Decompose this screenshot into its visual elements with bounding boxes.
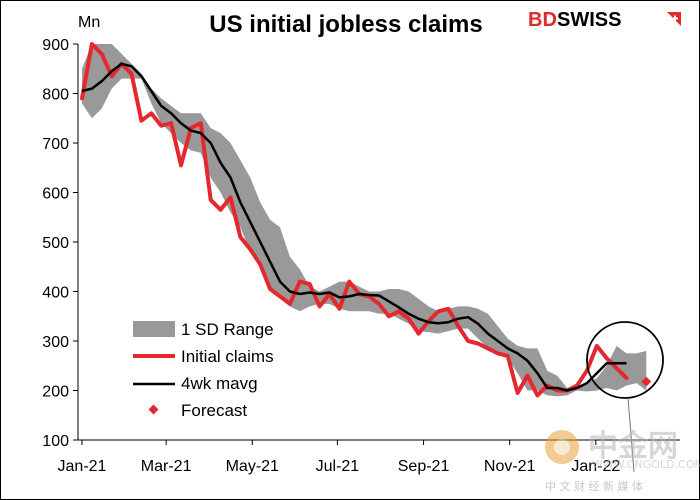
swiss-cross-mark — [672, 15, 678, 22]
y-tick-label: 600 — [42, 186, 69, 203]
y-tick-label: 700 — [42, 136, 69, 153]
annotation-circle — [586, 321, 664, 399]
y-axis-unit: Mn — [78, 14, 100, 31]
watermark-logo-icon — [545, 430, 579, 464]
chart-title: US initial jobless claims — [209, 11, 482, 38]
y-tick-label: 500 — [42, 235, 69, 252]
legend-label-forecast: Forecast — [181, 401, 247, 420]
x-axis-ticks: Jan-21 Mar-21 May-21 Jul-21 Sep-21 Nov-21 Jan-… — [58, 440, 620, 475]
y-tick-label: 300 — [42, 334, 69, 351]
x-tick-label: Sep-21 — [398, 458, 450, 475]
y-tick-label: 400 — [42, 285, 69, 302]
y-tick-label: 100 — [42, 433, 69, 450]
watermark: 中金网 WWW.CNGOLD.COM.CN 中 文 财 经 新 媒 体 — [545, 429, 700, 493]
x-tick-label: Jul-21 — [316, 458, 360, 475]
series-4wk-mavg-line — [81, 62, 627, 392]
x-tick-label: Jan-22 — [571, 458, 620, 475]
legend-label-1sd-range: 1 SD Range — [181, 320, 274, 339]
brand-swiss: SWISS — [557, 9, 621, 31]
watermark-logo-inner-icon — [554, 439, 570, 455]
forecast-point — [641, 376, 652, 387]
y-tick-label: 800 — [42, 87, 69, 104]
y-tick-label: 200 — [42, 384, 69, 401]
legend-label-4wk-mavg: 4wk mavg — [181, 374, 258, 393]
annotation-pointer — [627, 397, 635, 473]
brand-bd: BD — [528, 9, 557, 31]
brand-logo: BD SWISS — [528, 9, 681, 31]
x-tick-label: Nov-21 — [484, 458, 536, 475]
legend-swatch-1sd-range — [133, 321, 175, 337]
watermark-subtitle: 中 文 财 经 新 媒 体 — [545, 479, 643, 493]
legend-swatch-forecast — [148, 404, 159, 415]
x-tick-label: May-21 — [226, 458, 279, 475]
series-forecast-points — [641, 376, 652, 387]
y-tick-label: 900 — [42, 37, 69, 54]
x-tick-label: Jan-21 — [58, 458, 107, 475]
watermark-url: WWW.CNGOLD.COM.CN — [592, 458, 700, 471]
legend-label-initial-claims: Initial claims — [181, 347, 274, 366]
legend: 1 SD Range Initial claims 4wk mavg Forec… — [133, 320, 274, 420]
watermark-title: 中金网 — [588, 429, 678, 464]
series-initial-claims-line — [80, 42, 629, 398]
y-axis-ticks: 100 200 300 400 500 600 700 800 900 — [42, 37, 78, 450]
x-tick-label: Mar-21 — [141, 458, 192, 475]
